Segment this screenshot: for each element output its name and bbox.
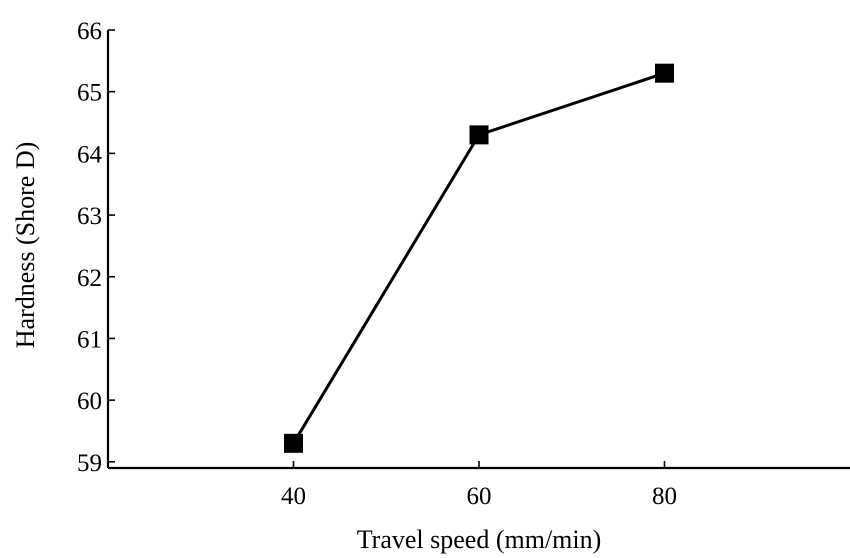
y-tick-label: 61: [77, 326, 102, 353]
x-tick-label: 80: [652, 483, 677, 510]
y-tick-label: 59: [77, 450, 102, 477]
markers: [284, 63, 674, 453]
y-axis-label: Hardness (Shore D): [11, 142, 40, 349]
axes: [106, 30, 850, 470]
y-tick-label: 62: [77, 265, 102, 292]
x-tick-label: 40: [281, 483, 306, 510]
y-tick-label: 66: [77, 18, 102, 45]
data-point-marker: [655, 63, 674, 83]
y-tick-label: 60: [77, 388, 102, 415]
x-tick-label: 60: [467, 483, 492, 510]
y-tick-label: 65: [77, 80, 102, 107]
data-point-marker: [284, 433, 303, 453]
series-group: [284, 63, 674, 453]
y-ticks: 59 60 61 62 63 64 65 66: [77, 18, 115, 477]
y-tick-label: 64: [77, 141, 103, 168]
x-axis-label: Travel speed (mm/min): [357, 525, 602, 554]
y-tick-label: 63: [77, 203, 102, 230]
x-ticks: 40 60 80: [281, 461, 677, 510]
data-point-marker: [469, 125, 489, 145]
